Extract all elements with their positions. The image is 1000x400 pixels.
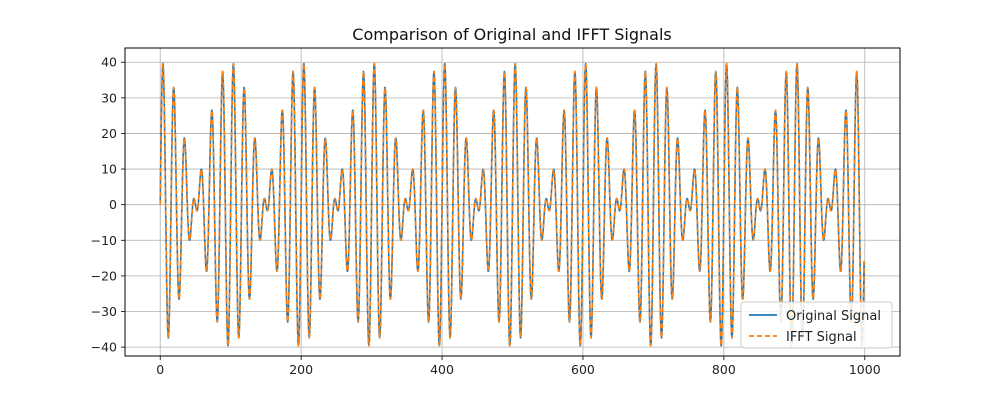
y-tick-label: 20 xyxy=(101,126,117,141)
legend: Original Signal IFFT Signal xyxy=(740,301,893,349)
y-tick-label: −10 xyxy=(91,233,117,248)
legend-label-ifft-signal: IFFT Signal xyxy=(786,330,857,345)
x-tick-label: 200 xyxy=(289,362,313,377)
y-tick-label: 0 xyxy=(109,197,117,212)
y-tick-label: −30 xyxy=(91,304,117,319)
y-tick-label: −40 xyxy=(91,340,117,355)
x-tick-label: 800 xyxy=(712,362,736,377)
x-tick-label: 1000 xyxy=(849,362,881,377)
y-tick-label: 40 xyxy=(101,55,117,70)
plot-frame xyxy=(124,47,901,357)
grid xyxy=(125,48,900,356)
series-line-ifft-signal xyxy=(159,62,865,347)
legend-label-original-signal: Original Signal xyxy=(786,309,881,324)
x-tick-label: 400 xyxy=(430,362,454,377)
x-tick-label: 0 xyxy=(156,362,164,377)
x-tick-label: 600 xyxy=(571,362,595,377)
legend-box xyxy=(740,301,893,349)
y-tick-label: −20 xyxy=(91,268,117,283)
axis-ticks: 0 200 400 600 800 1000 −40 −30 −20 −10 0 10 20 30 40 xyxy=(91,55,881,377)
series-layer xyxy=(159,62,865,347)
y-tick-label: 10 xyxy=(101,162,117,177)
chart-title: Comparison of Original and IFFT Signals xyxy=(352,25,671,44)
y-tick-label: 30 xyxy=(101,90,117,105)
